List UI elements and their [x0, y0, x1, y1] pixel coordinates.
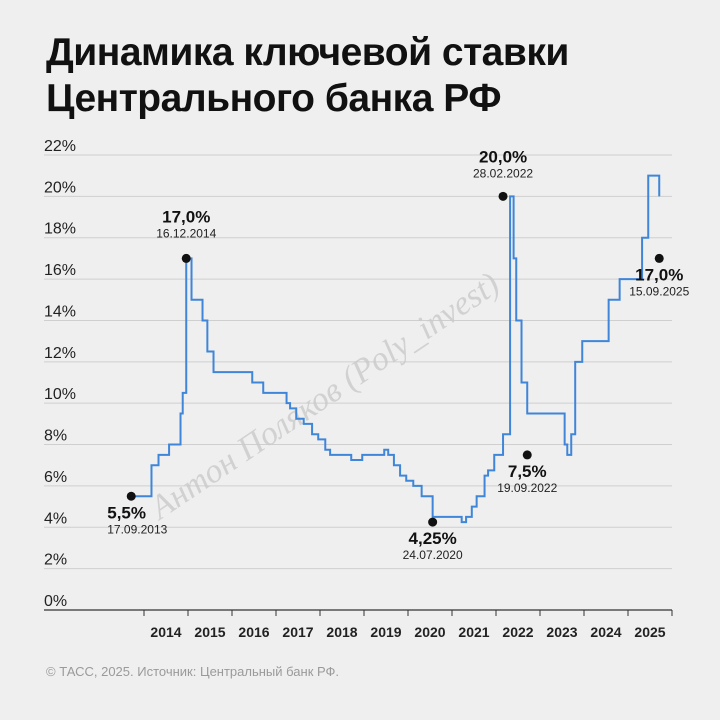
- annotation-value: 17,0%: [635, 265, 683, 284]
- y-tick-label: 8%: [44, 428, 67, 445]
- annotation-date: 24.07.2020: [403, 548, 463, 562]
- x-tick-label: 2017: [282, 624, 313, 640]
- annotation-dot: [428, 517, 438, 527]
- y-tick-label: 0%: [44, 593, 67, 610]
- y-tick-label: 12%: [44, 345, 76, 362]
- title-line-1: Динамика ключевой ставки: [46, 31, 569, 74]
- y-tick-label: 20%: [44, 179, 76, 196]
- annotation-date: 19.09.2022: [497, 481, 557, 495]
- annotation-date: 15.09.2025: [629, 284, 689, 298]
- y-tick-label: 2%: [44, 552, 67, 569]
- annotation-dot: [522, 450, 532, 460]
- x-tick-label: 2024: [590, 624, 621, 640]
- x-tick-label: 2022: [502, 624, 533, 640]
- y-tick-label: 4%: [44, 510, 67, 527]
- rate-step-line: [131, 174, 661, 524]
- page-title: Динамика ключевой ставки Центрального ба…: [46, 30, 686, 122]
- x-tick-label: 2019: [370, 624, 401, 640]
- annotation-date: 17.09.2013: [107, 522, 167, 536]
- x-tick-label: 2018: [326, 624, 357, 640]
- y-tick-label: 18%: [44, 221, 76, 238]
- annotation-dot: [654, 253, 664, 263]
- annotation-dot: [126, 491, 136, 501]
- x-tick-label: 2025: [634, 624, 665, 640]
- annotation-value: 4,25%: [409, 529, 457, 548]
- watermark-signature: Антон Поляков (Poly_invest): [142, 266, 506, 528]
- annotation-dot: [498, 191, 508, 201]
- x-tick-label: 2021: [458, 624, 489, 640]
- x-tick-label: 2015: [194, 624, 225, 640]
- annotation-dot: [181, 253, 191, 263]
- y-tick-label: 16%: [44, 262, 76, 279]
- annotation-date: 28.02.2022: [473, 166, 533, 180]
- title-line-2: Центрального банка РФ: [46, 77, 502, 120]
- annotation-value: 20,0%: [479, 147, 527, 166]
- y-tick-label: 10%: [44, 386, 76, 403]
- x-tick-label: 2014: [150, 624, 181, 640]
- annotation-value: 7,5%: [508, 462, 547, 481]
- y-tick-label: 22%: [44, 138, 76, 155]
- y-tick-label: 14%: [44, 303, 76, 320]
- annotation-value: 5,5%: [107, 503, 146, 522]
- x-tick-label: 2020: [414, 624, 445, 640]
- annotation-date: 16.12.2014: [156, 226, 216, 240]
- annotation-value: 17,0%: [162, 207, 210, 226]
- source-note: © ТАСС, 2025. Источник: Центральный банк…: [46, 664, 340, 679]
- x-tick-label: 2016: [238, 624, 269, 640]
- x-tick-label: 2023: [546, 624, 577, 640]
- y-tick-label: 6%: [44, 469, 67, 486]
